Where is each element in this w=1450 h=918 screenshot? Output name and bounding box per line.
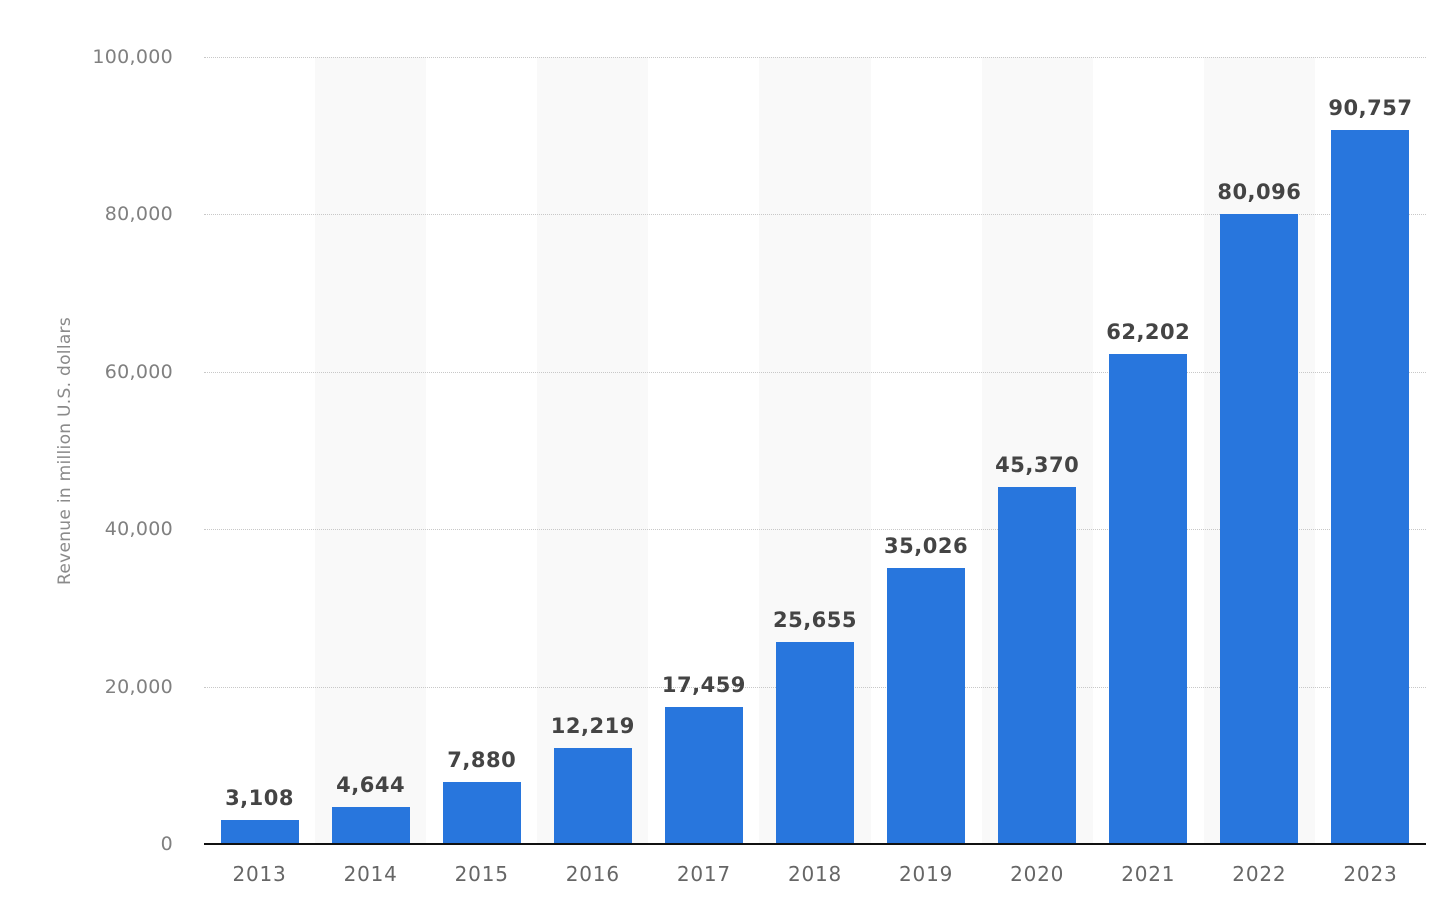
bar-2013[interactable]: [220, 819, 299, 844]
gridline: [204, 371, 1426, 373]
value-label: 4,644: [336, 773, 406, 798]
x-tick-label: 2017: [676, 862, 731, 886]
bar-2016[interactable]: [553, 747, 632, 844]
y-tick-label: 20,000: [104, 675, 173, 698]
bar-2022[interactable]: [1220, 213, 1299, 844]
y-tick-label: 100,000: [92, 46, 173, 68]
bar-2015[interactable]: [442, 781, 521, 844]
value-label: 25,655: [772, 608, 858, 633]
bar-2018[interactable]: [776, 642, 854, 844]
gridline: [204, 529, 1426, 531]
gridline: [204, 57, 1426, 58]
bar-2017[interactable]: [664, 706, 743, 844]
x-tick-label: 2016: [565, 862, 620, 886]
y-tick-label: 0: [160, 833, 173, 855]
x-tick-label: 2023: [1343, 862, 1398, 886]
bar-2019[interactable]: [887, 568, 966, 844]
value-label: 90,757: [1328, 95, 1413, 120]
y-tick-label: 40,000: [104, 518, 173, 541]
x-axis-line: [204, 843, 1426, 845]
gridline: [204, 214, 1426, 216]
column-band: [315, 57, 427, 844]
x-tick-label: 2013: [232, 862, 287, 886]
x-tick-label: 2022: [1232, 862, 1287, 886]
value-label: 45,370: [995, 452, 1080, 477]
bar-2020[interactable]: [998, 486, 1077, 844]
bar-2023[interactable]: [1331, 129, 1410, 844]
bar-2021[interactable]: [1109, 354, 1188, 844]
value-label: 62,202: [1106, 320, 1191, 345]
bar-2014[interactable]: [331, 807, 410, 844]
x-tick-label: 2019: [899, 862, 954, 886]
x-tick-label: 2018: [787, 862, 843, 886]
value-label: 3,108: [225, 785, 294, 810]
y-tick-label: 60,000: [104, 360, 173, 383]
y-axis-label: Revenue in million U.S. dollars: [55, 316, 75, 586]
x-tick-label: 2021: [1121, 862, 1176, 886]
value-label: 12,219: [550, 713, 635, 738]
x-tick-label: 2015: [454, 862, 509, 886]
y-tick-label: 80,000: [104, 203, 173, 226]
value-label: 80,096: [1217, 179, 1302, 204]
x-tick-label: 2020: [1010, 862, 1065, 886]
value-label: 17,459: [661, 672, 746, 697]
value-label: 7,880: [447, 747, 517, 772]
x-tick-label: 2014: [343, 862, 398, 886]
value-label: 35,026: [884, 534, 969, 559]
column-band: [537, 57, 649, 844]
